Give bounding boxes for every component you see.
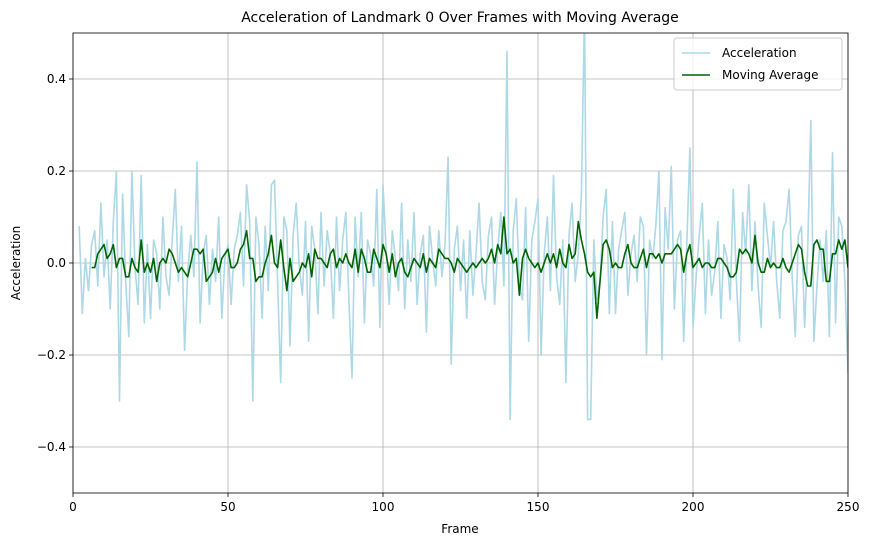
legend: Acceleration Moving Average bbox=[673, 37, 843, 91]
legend-box bbox=[673, 37, 843, 91]
y-tick-label: −0.4 bbox=[37, 440, 66, 454]
y-axis-label: Acceleration bbox=[9, 226, 23, 301]
ticks: 0 50 100 150 200 250 −0.4 −0.2 0.0 0.2 0.4 bbox=[37, 72, 860, 514]
chart-title: Acceleration of Landmark 0 Over Frames w… bbox=[241, 10, 679, 26]
x-tick-label: 50 bbox=[220, 500, 235, 514]
y-tick-label: 0.0 bbox=[47, 256, 66, 270]
y-tick-label: 0.4 bbox=[47, 72, 66, 86]
data-line bbox=[78, 33, 848, 421]
x-axis-label: Frame bbox=[441, 522, 478, 536]
legend-label: Moving Average bbox=[722, 68, 818, 82]
y-tick-label: 0.2 bbox=[47, 164, 66, 178]
x-tick-label: 250 bbox=[837, 500, 860, 514]
x-tick-label: 100 bbox=[372, 500, 395, 514]
x-tick-label: 150 bbox=[527, 500, 550, 514]
x-tick-label: 0 bbox=[69, 500, 77, 514]
y-tick-label: −0.2 bbox=[37, 348, 66, 362]
plot-lines bbox=[78, 33, 848, 421]
data-line bbox=[91, 216, 848, 319]
x-tick-label: 200 bbox=[682, 500, 705, 514]
legend-label: Acceleration bbox=[722, 46, 797, 60]
